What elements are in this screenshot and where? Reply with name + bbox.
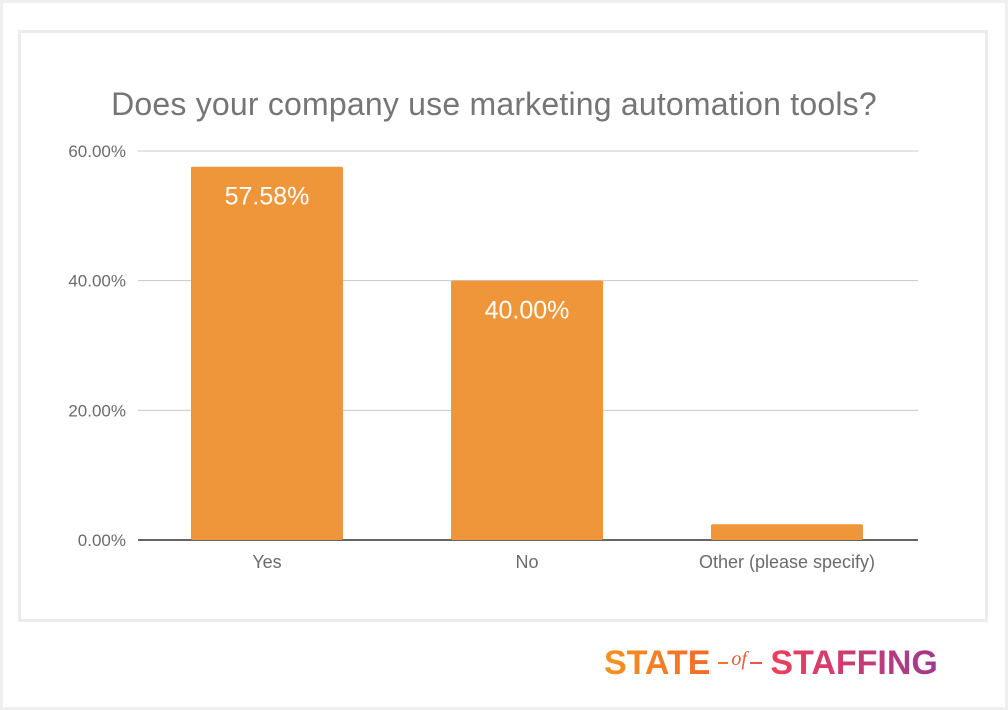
logo-of-mark: of (718, 648, 763, 676)
logo-staffing-text: STAFFING (770, 643, 938, 682)
logo-state-text: STATE (604, 643, 711, 682)
bar-value-label: 57.58% (225, 183, 310, 211)
x-tick-label: Yes (252, 552, 281, 572)
y-tick-label: 60.00% (68, 142, 126, 161)
bar (191, 166, 343, 540)
x-tick-label: Other (please specify) (699, 552, 875, 572)
logo-of-text: of (728, 648, 750, 672)
y-tick-label: 0.00% (78, 531, 126, 550)
bar-value-label: 40.00% (485, 297, 570, 325)
y-tick-label: 20.00% (68, 401, 126, 420)
y-tick-label: 40.00% (68, 272, 126, 291)
state-of-staffing-logo: STATE of STAFFING (604, 642, 938, 682)
x-tick-label: No (515, 552, 538, 572)
chart-title: Does your company use marketing automati… (111, 86, 877, 122)
bar (451, 280, 603, 540)
bar (711, 524, 863, 540)
